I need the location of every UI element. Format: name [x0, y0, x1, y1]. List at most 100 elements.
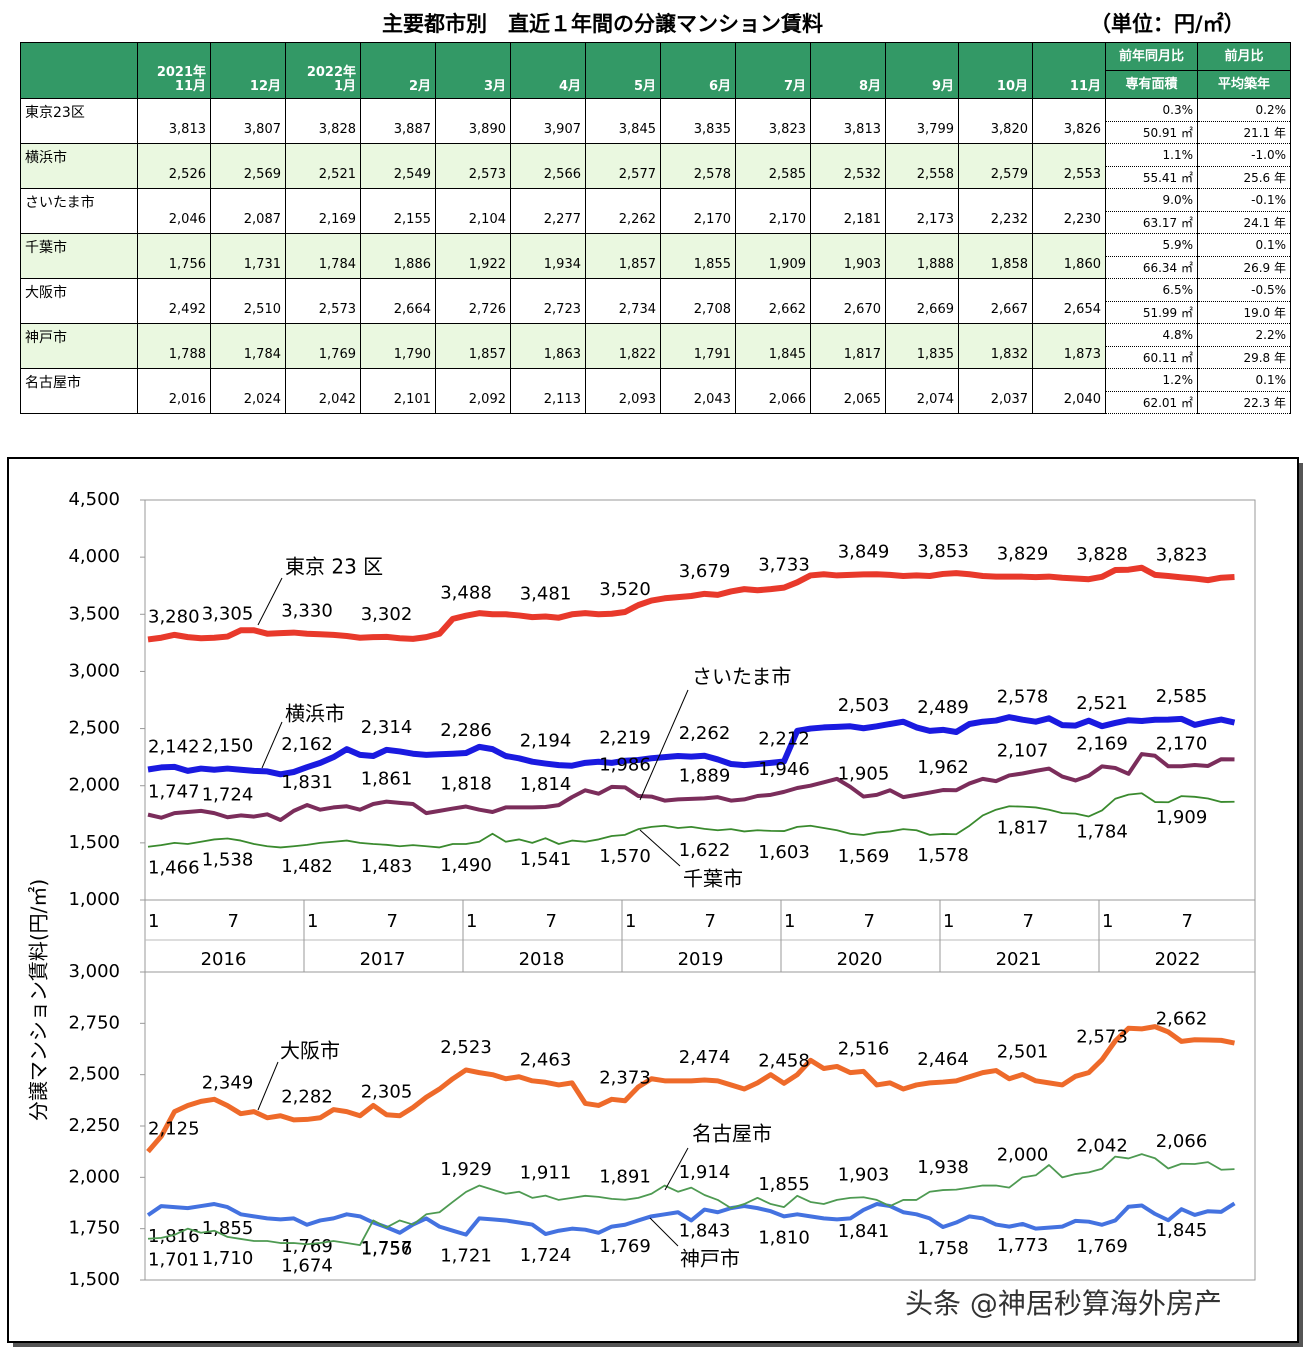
- x-tick-label: 7: [387, 911, 398, 932]
- data-label: 1,816: [148, 1226, 200, 1247]
- header-area: 専有面積: [1105, 70, 1198, 99]
- data-label: 1,810: [758, 1227, 810, 1248]
- x-tick-label: 1: [943, 911, 954, 932]
- data-label: 2,305: [361, 1082, 413, 1103]
- rent-value: 2,043: [660, 368, 736, 414]
- header-mom: 前月比: [1197, 42, 1291, 71]
- series-line: [147, 714, 1236, 778]
- data-label: 1,929: [440, 1159, 492, 1180]
- rent-value: 1,858: [958, 233, 1033, 279]
- header-month: 3月: [483, 79, 506, 94]
- data-label: 2,169: [1076, 733, 1128, 754]
- data-label: 1,818: [440, 774, 492, 795]
- table-row: 63.17 ㎡ 24.1 年: [21, 210, 1291, 234]
- rent-value: 2,579: [958, 143, 1033, 189]
- rent-value: 2,040: [1032, 368, 1106, 414]
- year-label: 2020: [837, 949, 883, 970]
- y-tick-label: 4,500: [68, 489, 120, 510]
- rent-value: 1,909: [735, 233, 811, 279]
- area: 51.99 ㎡: [1105, 300, 1198, 324]
- rent-value: 1,817: [810, 323, 886, 369]
- city: 大阪市: [20, 278, 138, 324]
- rent-value: 2,670: [810, 278, 886, 324]
- data-label: 1,769: [281, 1236, 333, 1257]
- data-label: 2,170: [1156, 733, 1208, 754]
- x-tick-label: 1: [1102, 911, 1113, 932]
- series-name: 神戸市: [680, 1247, 740, 1271]
- data-label: 1,843: [679, 1221, 731, 1242]
- rent-value: 3,907: [510, 98, 586, 144]
- data-label: 3,853: [917, 541, 969, 562]
- data-label: 3,823: [1156, 544, 1208, 565]
- data-label: 3,330: [281, 601, 333, 622]
- header-month: 7月: [735, 42, 811, 99]
- data-label: 2,373: [599, 1068, 651, 1089]
- x-tick-label: 7: [705, 911, 716, 932]
- rent-value: 2,024: [210, 368, 286, 414]
- rent-value: 2,708: [660, 278, 736, 324]
- rent-value: 2,087: [210, 188, 286, 234]
- year-label: 2017: [360, 949, 406, 970]
- data-label: 1,773: [997, 1235, 1049, 1256]
- header-month: 11月: [174, 79, 206, 94]
- data-label: 2,142: [148, 736, 200, 757]
- rent-value: 2,573: [435, 143, 511, 189]
- rent-value: 1,857: [435, 323, 511, 369]
- header-month: 12月: [210, 42, 286, 99]
- rent-value: 1,873: [1032, 323, 1106, 369]
- rent-value: 1,934: [510, 233, 586, 279]
- year-label: 2021: [996, 949, 1042, 970]
- data-label: 2,194: [520, 731, 572, 752]
- header-month: 3月: [435, 42, 511, 99]
- rent-value: 1,903: [810, 233, 886, 279]
- yoy: 9.0%: [1105, 188, 1198, 212]
- data-label: 1,831: [281, 772, 333, 793]
- data-label: 1,769: [1076, 1236, 1128, 1257]
- y-tick-label: 2,000: [68, 1166, 120, 1187]
- data-label: 1,909: [1156, 807, 1208, 828]
- rent-value: 1,845: [735, 323, 811, 369]
- age: 26.9 年: [1197, 255, 1291, 279]
- rent-value: 2,492: [137, 278, 211, 324]
- data-label: 3,520: [599, 579, 651, 600]
- table-title: 主要都市別 直近１年間の分譲マンション賃料: [382, 12, 823, 36]
- rent-value: 2,669: [885, 278, 959, 324]
- city: 神戸市: [20, 323, 138, 369]
- mom: 2.2%: [1197, 323, 1291, 347]
- data-label: 2,042: [1076, 1136, 1128, 1157]
- yoy: 0.3%: [1105, 98, 1198, 122]
- data-label: 1,855: [202, 1218, 254, 1239]
- y-axis-title: 分譲マンション賃料(円/㎡): [27, 879, 51, 1121]
- series-line: [147, 564, 1235, 643]
- rent-value: 3,823: [735, 98, 811, 144]
- rent-value: 1,784: [210, 323, 286, 369]
- data-label: 3,679: [679, 561, 731, 582]
- header-month: 6月: [708, 79, 731, 94]
- rent-value: 2,549: [360, 143, 436, 189]
- rent-value: 1,756: [137, 233, 211, 279]
- data-label: 1,914: [679, 1162, 731, 1183]
- rent-value: 2,046: [137, 188, 211, 234]
- data-label: 1,570: [599, 846, 651, 867]
- rent-value: 2,654: [1032, 278, 1106, 324]
- rent-value: 3,890: [435, 98, 511, 144]
- table-row: 横浜市 2,526 2,569 2,521 2,549 2,573 2,566 2,577 2,…: [20, 143, 1291, 189]
- leader-line: [639, 689, 689, 801]
- yoy: 4.8%: [1105, 323, 1198, 347]
- rent-value: 2,569: [210, 143, 286, 189]
- yoy: 1.1%: [1105, 143, 1198, 167]
- x-tick-label: 7: [864, 911, 875, 932]
- data-label: 1,845: [1156, 1220, 1208, 1241]
- data-label: 1,757: [361, 1238, 413, 1259]
- y-tick-label: 3,000: [68, 660, 120, 681]
- header-month: 12月: [249, 79, 281, 94]
- area: 55.41 ㎡: [1105, 165, 1198, 189]
- table-row: 大阪市 2,492 2,510 2,573 2,664 2,726 2,723 2,734 2,…: [20, 278, 1291, 324]
- rent-value: 2,016: [137, 368, 211, 414]
- data-label: 2,489: [917, 697, 969, 718]
- rent-value: 2,553: [1032, 143, 1106, 189]
- year-label: 2019: [678, 949, 724, 970]
- rent-table: 2021年 11月 12月 2022年 1月 2月 3月 4月 5月 6月 7月 8月 9月 10月 11月…: [20, 42, 1291, 414]
- data-label: 1,784: [1076, 821, 1128, 842]
- data-label: 1,482: [281, 856, 333, 877]
